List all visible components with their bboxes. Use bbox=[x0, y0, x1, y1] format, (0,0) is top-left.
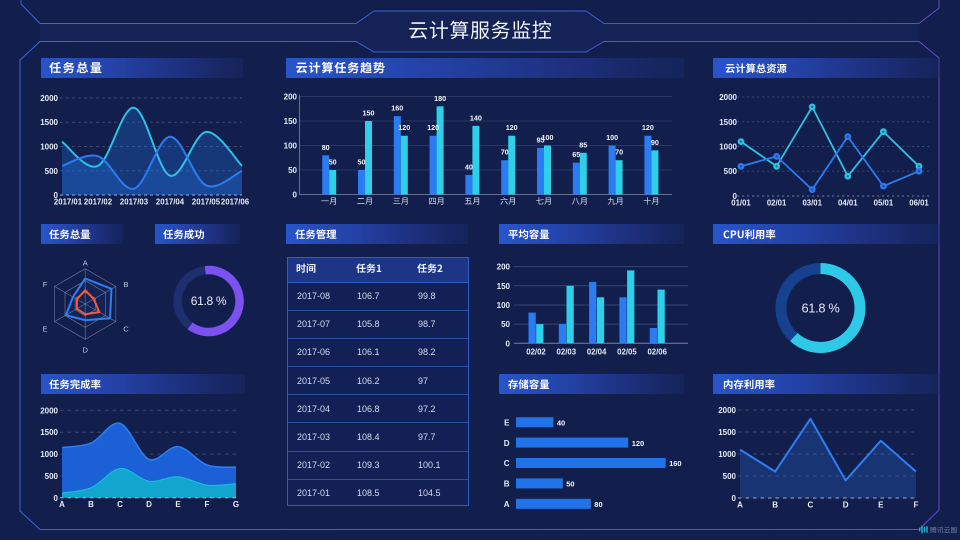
svg-text:100: 100 bbox=[284, 142, 298, 151]
svg-text:1000: 1000 bbox=[40, 450, 58, 459]
svg-text:100: 100 bbox=[497, 301, 511, 310]
svg-text:2017/01: 2017/01 bbox=[54, 198, 83, 207]
svg-text:150: 150 bbox=[284, 117, 298, 126]
svg-text:0: 0 bbox=[54, 191, 59, 200]
svg-text:80: 80 bbox=[322, 143, 330, 152]
svg-text:1000: 1000 bbox=[718, 450, 736, 459]
svg-text:70: 70 bbox=[615, 148, 623, 157]
svg-text:65: 65 bbox=[572, 150, 580, 159]
svg-text:02/02: 02/02 bbox=[526, 348, 546, 357]
svg-text:85: 85 bbox=[579, 140, 587, 149]
svg-text:50: 50 bbox=[566, 480, 574, 489]
svg-text:02/05: 02/05 bbox=[617, 348, 637, 357]
svg-text:F: F bbox=[43, 280, 48, 289]
svg-text:1000: 1000 bbox=[40, 143, 58, 152]
svg-text:D: D bbox=[82, 346, 88, 355]
svg-text:120: 120 bbox=[398, 123, 410, 132]
svg-text:E: E bbox=[175, 500, 181, 509]
svg-text:50: 50 bbox=[358, 158, 366, 167]
svg-text:40: 40 bbox=[465, 162, 473, 171]
svg-text:C: C bbox=[117, 500, 123, 509]
svg-text:1500: 1500 bbox=[40, 428, 58, 437]
svg-text:F: F bbox=[205, 500, 210, 509]
svg-text:0: 0 bbox=[733, 192, 738, 201]
svg-text:1500: 1500 bbox=[718, 428, 736, 437]
svg-text:2000: 2000 bbox=[718, 406, 736, 415]
svg-text:02/01: 02/01 bbox=[767, 199, 787, 208]
svg-text:A: A bbox=[59, 500, 65, 509]
svg-text:G: G bbox=[233, 500, 239, 509]
svg-text:61.8 %: 61.8 % bbox=[191, 294, 227, 308]
svg-text:0: 0 bbox=[506, 339, 511, 348]
svg-text:50: 50 bbox=[501, 320, 510, 329]
svg-text:50: 50 bbox=[329, 158, 337, 167]
svg-text:B: B bbox=[772, 501, 778, 510]
svg-text:E: E bbox=[878, 501, 884, 510]
svg-text:05/01: 05/01 bbox=[874, 199, 894, 208]
svg-text:06/01: 06/01 bbox=[909, 199, 929, 208]
svg-text:500: 500 bbox=[724, 167, 738, 176]
svg-text:150: 150 bbox=[363, 109, 375, 118]
svg-text:01/01: 01/01 bbox=[731, 199, 751, 208]
svg-text:E: E bbox=[42, 325, 47, 334]
svg-text:500: 500 bbox=[45, 167, 59, 176]
svg-text:D: D bbox=[504, 439, 510, 448]
svg-text:40: 40 bbox=[557, 418, 565, 427]
svg-text:150: 150 bbox=[497, 282, 511, 291]
svg-text:2017/04: 2017/04 bbox=[156, 198, 185, 207]
svg-text:200: 200 bbox=[497, 263, 511, 272]
svg-text:100: 100 bbox=[542, 133, 554, 142]
svg-text:2017/02: 2017/02 bbox=[84, 198, 113, 207]
svg-text:0: 0 bbox=[54, 494, 59, 503]
svg-text:2017/06: 2017/06 bbox=[221, 198, 250, 207]
svg-text:500: 500 bbox=[723, 472, 737, 481]
svg-text:D: D bbox=[843, 501, 849, 510]
svg-text:50: 50 bbox=[288, 166, 297, 175]
svg-text:0: 0 bbox=[293, 191, 298, 200]
svg-text:04/01: 04/01 bbox=[838, 199, 858, 208]
svg-text:120: 120 bbox=[632, 439, 645, 448]
svg-text:A: A bbox=[737, 501, 743, 510]
svg-text:D: D bbox=[146, 500, 152, 509]
svg-text:160: 160 bbox=[391, 104, 403, 113]
svg-text:F: F bbox=[914, 501, 919, 510]
svg-text:C: C bbox=[808, 501, 814, 510]
svg-text:500: 500 bbox=[45, 472, 59, 481]
svg-text:120: 120 bbox=[642, 123, 654, 132]
svg-text:200: 200 bbox=[284, 93, 298, 102]
svg-text:61.8 %: 61.8 % bbox=[801, 301, 839, 316]
svg-text:C: C bbox=[123, 325, 129, 334]
svg-text:0: 0 bbox=[732, 494, 737, 503]
svg-text:2000: 2000 bbox=[40, 94, 58, 103]
svg-text:1500: 1500 bbox=[719, 118, 737, 127]
svg-text:120: 120 bbox=[427, 123, 439, 132]
svg-text:02/03: 02/03 bbox=[557, 348, 577, 357]
svg-text:02/06: 02/06 bbox=[647, 348, 667, 357]
svg-text:2000: 2000 bbox=[719, 93, 737, 102]
svg-text:02/04: 02/04 bbox=[587, 348, 607, 357]
svg-text:03/01: 03/01 bbox=[802, 199, 822, 208]
svg-text:2017/03: 2017/03 bbox=[120, 198, 149, 207]
svg-text:B: B bbox=[123, 280, 128, 289]
svg-text:B: B bbox=[88, 500, 94, 509]
svg-text:100: 100 bbox=[606, 133, 618, 142]
svg-text:120: 120 bbox=[506, 123, 518, 132]
svg-text:E: E bbox=[504, 418, 510, 427]
svg-text:90: 90 bbox=[651, 138, 659, 147]
svg-text:C: C bbox=[504, 459, 510, 468]
svg-text:1500: 1500 bbox=[40, 118, 58, 127]
svg-text:A: A bbox=[504, 500, 510, 509]
svg-text:70: 70 bbox=[501, 148, 509, 157]
svg-text:B: B bbox=[504, 480, 510, 489]
svg-text:80: 80 bbox=[594, 500, 602, 509]
svg-text:160: 160 bbox=[669, 459, 682, 468]
svg-text:2017/05: 2017/05 bbox=[192, 198, 221, 207]
svg-text:95: 95 bbox=[537, 135, 545, 144]
svg-text:A: A bbox=[83, 259, 88, 268]
svg-text:180: 180 bbox=[434, 94, 446, 103]
svg-text:140: 140 bbox=[470, 113, 482, 122]
svg-text:1000: 1000 bbox=[719, 143, 737, 152]
svg-text:2000: 2000 bbox=[40, 406, 58, 415]
